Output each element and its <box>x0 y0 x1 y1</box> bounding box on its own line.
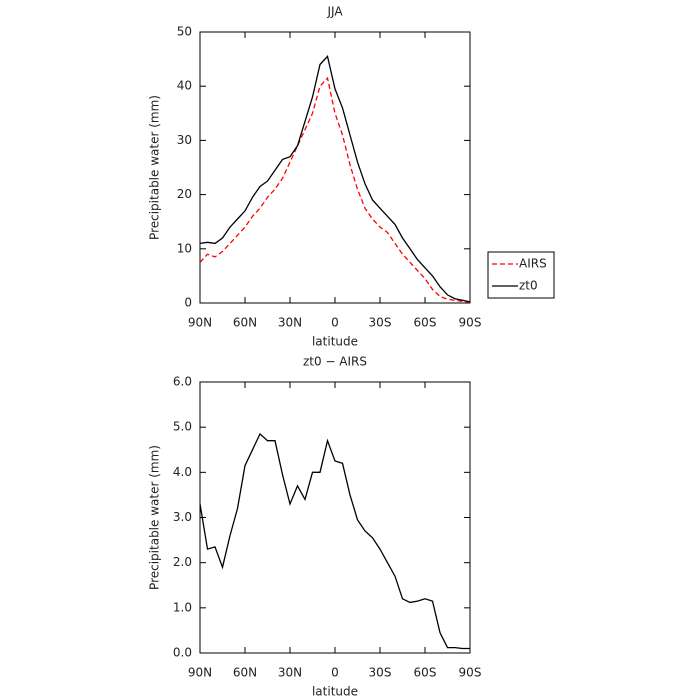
y-tick-label: 20 <box>177 187 192 201</box>
x-tick-label: 60N <box>233 666 257 680</box>
y-tick-label: 30 <box>177 133 192 147</box>
x-axis-label: latitude <box>312 335 358 349</box>
x-tick-label: 30S <box>369 316 392 330</box>
y-tick-label: 3.0 <box>173 510 192 524</box>
y-axis-label: Precipitable water (mm) <box>148 95 162 240</box>
plot-frame <box>199 381 471 654</box>
y-tick-label: 6.0 <box>173 375 192 389</box>
x-tick-label: 30S <box>369 666 392 680</box>
y-tick-label: 4.0 <box>173 465 192 479</box>
x-tick-label: 30N <box>278 666 302 680</box>
x-tick-label: 60N <box>233 316 257 330</box>
y-tick-label: 10 <box>177 241 192 255</box>
x-tick-label: 60S <box>414 666 437 680</box>
x-tick-label: 90N <box>188 316 212 330</box>
y-tick-label: 0 <box>184 296 192 310</box>
y-tick-label: 40 <box>177 79 192 93</box>
legend-label: AIRS <box>519 257 547 271</box>
x-tick-label: 30N <box>278 316 302 330</box>
y-tick-label: 1.0 <box>173 600 192 614</box>
data-line <box>199 55 471 303</box>
chart-title: JJA <box>326 5 343 19</box>
x-tick-label: 0 <box>331 316 339 330</box>
plot-frame <box>199 31 471 304</box>
data-line <box>199 432 470 650</box>
x-axis-label: latitude <box>312 685 358 699</box>
y-tick-label: 0.0 <box>173 646 192 660</box>
y-tick-label: 50 <box>177 25 192 39</box>
legend-label: zt0 <box>519 279 538 293</box>
chart-title: zt0 − AIRS <box>303 355 367 369</box>
x-tick-label: 60S <box>414 316 437 330</box>
y-tick-label: 5.0 <box>173 420 192 434</box>
legend-box <box>487 251 555 299</box>
y-axis-label: Precipitable water (mm) <box>148 445 162 590</box>
data-line <box>199 76 471 304</box>
x-tick-label: 90N <box>188 666 212 680</box>
y-tick-label: 2.0 <box>173 555 192 569</box>
x-tick-label: 90S <box>459 666 482 680</box>
x-tick-label: 90S <box>459 316 482 330</box>
x-tick-label: 0 <box>331 666 339 680</box>
